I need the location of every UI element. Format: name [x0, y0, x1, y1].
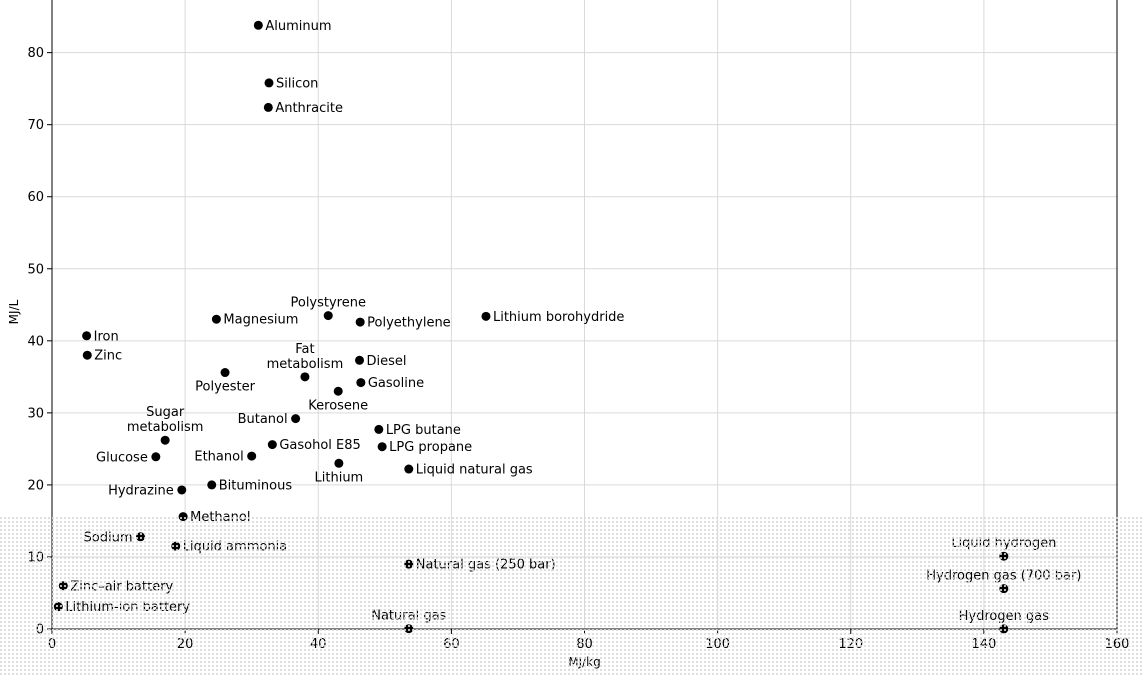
y-tick-label: 40 — [27, 334, 44, 349]
data-point — [207, 480, 217, 490]
x-tick-label: 20 — [177, 637, 194, 652]
point-label: LPG butane — [386, 423, 461, 438]
data-point — [300, 372, 310, 382]
x-tick-label: 100 — [705, 637, 730, 652]
y-axis-label: MJ/L — [7, 299, 21, 324]
point-label: Iron — [94, 329, 119, 344]
point-label: Kerosene — [308, 398, 368, 413]
point-label: Ethanol — [194, 450, 243, 465]
point-label: Polyester — [195, 380, 256, 395]
data-point — [323, 311, 333, 321]
x-tick-label: 40 — [310, 637, 327, 652]
data-point — [404, 624, 414, 634]
data-point — [178, 512, 188, 522]
point-label: Natural gas (250 bar) — [416, 558, 556, 573]
data-points: Aluminum Silicon Anthracite Polystyrene Magn… — [53, 19, 1081, 634]
point-label: Natural gas — [371, 609, 446, 624]
data-point — [247, 451, 257, 461]
point-label: Gasohol E85 — [279, 438, 360, 453]
point-label: Bituminous — [219, 478, 293, 493]
y-tick-label: 10 — [27, 550, 44, 565]
y-tick-label: 60 — [27, 190, 44, 205]
point-label: Aluminum — [265, 19, 331, 34]
point-label: LPG propane — [389, 440, 472, 455]
data-point — [374, 424, 384, 434]
data-point — [267, 440, 277, 450]
data-point — [220, 368, 230, 378]
data-point — [999, 624, 1009, 634]
data-point — [377, 442, 387, 452]
y-tick-label: 0 — [36, 623, 44, 638]
data-point — [171, 541, 181, 551]
x-axis-label: MJ/kg — [568, 655, 601, 669]
x-tick-label: 120 — [838, 637, 863, 652]
y-tick-label: 50 — [27, 262, 44, 277]
data-point — [53, 602, 63, 612]
point-label: Sugar — [146, 405, 185, 420]
data-point — [355, 355, 365, 365]
data-point — [151, 452, 161, 462]
point-label: Polyethylene — [367, 316, 451, 331]
data-point — [177, 485, 187, 495]
point-label: Diesel — [367, 354, 407, 369]
y-tick-label: 20 — [27, 478, 44, 493]
y-tick-label: 30 — [27, 406, 44, 421]
x-tick-label: 160 — [1105, 637, 1130, 652]
data-point — [136, 532, 146, 542]
x-tick-label: 60 — [443, 637, 460, 652]
point-label: Zinc — [94, 349, 122, 364]
point-label: Zinc–air battery — [70, 579, 173, 594]
data-point — [481, 311, 491, 321]
data-point — [160, 435, 170, 445]
data-point — [264, 78, 274, 88]
point-label: Hydrazine — [108, 483, 174, 498]
point-label: Liquid natural gas — [416, 463, 533, 478]
axis-ticks: 0 20 40 60 80 100 120 140 160 0 10 20 30 40 50 60 70 80 — [27, 46, 1129, 652]
point-label: Butanol — [238, 412, 288, 427]
data-point — [211, 314, 221, 324]
point-label: Magnesium — [223, 313, 298, 328]
point-label: Fat — [295, 342, 314, 357]
point-label: metabolism — [127, 420, 204, 435]
y-tick-label: 80 — [27, 46, 44, 61]
point-label: Anthracite — [275, 101, 343, 116]
point-label: Liquid hydrogen — [951, 536, 1056, 551]
point-label: Silicon — [276, 76, 318, 91]
point-label: Lithium — [315, 470, 364, 485]
x-tick-label: 0 — [48, 637, 56, 652]
data-point — [355, 317, 365, 327]
point-label: Sodium — [84, 530, 133, 545]
data-point — [333, 386, 343, 396]
point-label: Glucose — [96, 450, 148, 465]
data-point — [253, 20, 263, 30]
point-label: metabolism — [267, 357, 344, 372]
point-label: Lithium borohydride — [493, 310, 624, 325]
x-tick-label: 140 — [971, 637, 996, 652]
y-tick-label: 70 — [27, 118, 44, 133]
data-point — [404, 559, 414, 569]
x-tick-label: 80 — [576, 637, 593, 652]
data-point — [334, 458, 344, 468]
data-point — [263, 102, 273, 112]
point-label: Polystyrene — [290, 296, 366, 311]
data-point — [404, 464, 414, 474]
point-label: Gasoline — [368, 376, 424, 391]
point-label: Hydrogen gas (700 bar) — [926, 569, 1081, 584]
data-point — [82, 331, 92, 341]
data-point — [999, 584, 1009, 594]
point-label: Liquid ammonia — [183, 540, 287, 555]
data-point — [82, 350, 92, 360]
data-point — [999, 551, 1009, 561]
point-label: Hydrogen gas — [959, 609, 1050, 624]
point-label: Lithium-ion battery — [65, 600, 190, 615]
data-point — [356, 378, 366, 388]
point-label: Methanol — [190, 510, 250, 525]
data-point — [58, 581, 68, 591]
data-point — [291, 414, 301, 424]
